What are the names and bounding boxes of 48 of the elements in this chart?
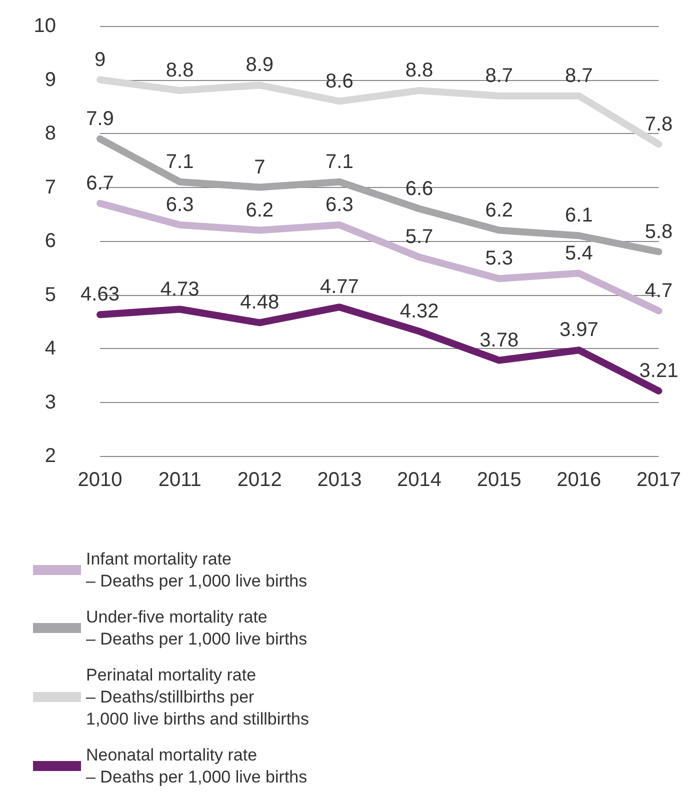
x-tick-label: 2012 — [237, 469, 282, 491]
x-tick-label: 2013 — [317, 469, 362, 491]
data-label: 4.77 — [320, 276, 359, 298]
data-label: 3.78 — [480, 329, 519, 352]
x-tick-label: 2010 — [78, 469, 122, 491]
data-label: 8.8 — [405, 60, 434, 82]
data-label: 4.32 — [400, 300, 439, 322]
data-label: 7.1 — [326, 150, 354, 173]
data-label: 7.1 — [166, 150, 194, 173]
y-tick-label: 7 — [44, 176, 56, 198]
data-label: 9 — [94, 48, 106, 71]
data-label: 6.3 — [326, 194, 354, 216]
data-label: 7 — [254, 156, 266, 178]
data-label: 4.7 — [644, 280, 673, 302]
data-label: 8.9 — [246, 54, 274, 76]
y-tick-label: 2 — [44, 445, 56, 467]
x-tick-label: 2015 — [476, 469, 522, 491]
data-label: 5.3 — [485, 248, 514, 270]
data-label: 3.21 — [639, 360, 678, 382]
y-tick-label: 5 — [44, 284, 56, 306]
legend-label: Infant mortality rate – Deaths per 1,000 live births — [86, 550, 308, 590]
legend-label: Under-five mortality rate – Deaths per 1,000 live births — [86, 608, 308, 648]
data-label: 3.97 — [559, 319, 598, 342]
data-label: 4.63 — [80, 284, 120, 306]
data-label: 7.8 — [644, 113, 673, 136]
x-tick-label: 2017 — [636, 469, 682, 491]
data-label: 4.73 — [160, 278, 200, 300]
data-label: 8.8 — [166, 60, 194, 82]
data-label: 5.8 — [644, 220, 673, 243]
legend-label: Perinatal mortality rate – Deaths/stillbirths per 1,000 live births and stillbirths — [86, 666, 310, 728]
data-label: 6.3 — [166, 194, 194, 216]
y-tick-label: 6 — [44, 230, 56, 252]
y-tick-label: 3 — [44, 391, 56, 414]
x-tick-label: 2011 — [158, 469, 202, 491]
data-label: 6.2 — [246, 199, 274, 222]
y-tick-label: 8 — [44, 122, 56, 144]
data-label: 4.48 — [240, 292, 280, 314]
data-label: 6.2 — [485, 199, 514, 222]
data-label: 6.1 — [565, 204, 593, 227]
data-label: 6.7 — [86, 172, 114, 194]
y-tick-label: 10 — [34, 15, 56, 37]
data-label: 7.9 — [86, 108, 114, 130]
y-tick-label: 4 — [44, 338, 56, 360]
data-label: 5.4 — [565, 242, 593, 264]
y-tick-label: 9 — [44, 68, 56, 91]
x-tick-label: 2014 — [397, 469, 442, 491]
legend-label: Neonatal mortality rate – Deaths per 1,000 live births — [86, 746, 308, 786]
x-tick-label: 2016 — [556, 469, 602, 491]
